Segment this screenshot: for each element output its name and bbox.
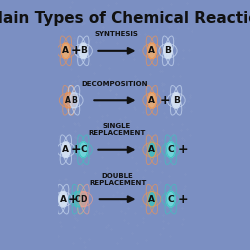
Text: A: A (148, 145, 156, 154)
Circle shape (62, 43, 70, 59)
Text: C: C (80, 145, 87, 154)
Text: B: B (173, 96, 180, 105)
Circle shape (172, 92, 180, 108)
Circle shape (79, 142, 88, 158)
Text: +: + (178, 193, 188, 206)
Text: +: + (68, 193, 78, 206)
Circle shape (79, 43, 88, 59)
Circle shape (64, 92, 72, 108)
Text: +: + (160, 94, 171, 107)
Circle shape (70, 92, 78, 108)
Circle shape (74, 192, 82, 207)
Circle shape (148, 43, 156, 59)
Text: C: C (75, 195, 80, 204)
Text: B: B (71, 96, 77, 105)
Text: A: A (62, 46, 69, 55)
Text: +: + (70, 143, 81, 156)
Circle shape (166, 192, 175, 207)
Text: A: A (148, 96, 156, 105)
Text: 4 Main Types of Chemical Reactions: 4 Main Types of Chemical Reactions (0, 11, 250, 26)
Text: DOUBLE
REPLACEMENT: DOUBLE REPLACEMENT (89, 172, 146, 186)
Circle shape (148, 92, 156, 108)
Circle shape (148, 192, 156, 207)
Text: +: + (70, 44, 81, 57)
Text: A: A (62, 145, 69, 154)
Circle shape (166, 142, 175, 158)
Text: A: A (66, 96, 71, 105)
Text: +: + (178, 143, 188, 156)
Text: A: A (148, 46, 156, 55)
Text: C: C (168, 145, 174, 154)
Circle shape (62, 142, 70, 158)
Circle shape (79, 192, 88, 207)
Circle shape (164, 43, 172, 59)
Text: A: A (60, 195, 67, 204)
Text: B: B (164, 46, 172, 55)
Text: C: C (168, 195, 174, 204)
Text: DECOMPOSITION: DECOMPOSITION (82, 81, 148, 87)
Text: SINGLE
REPLACEMENT: SINGLE REPLACEMENT (88, 123, 146, 136)
Text: A: A (148, 195, 156, 204)
Circle shape (59, 192, 68, 207)
Circle shape (148, 142, 156, 158)
Text: B: B (80, 46, 87, 55)
Text: SYNTHESIS: SYNTHESIS (95, 31, 139, 37)
Text: D: D (80, 195, 87, 204)
